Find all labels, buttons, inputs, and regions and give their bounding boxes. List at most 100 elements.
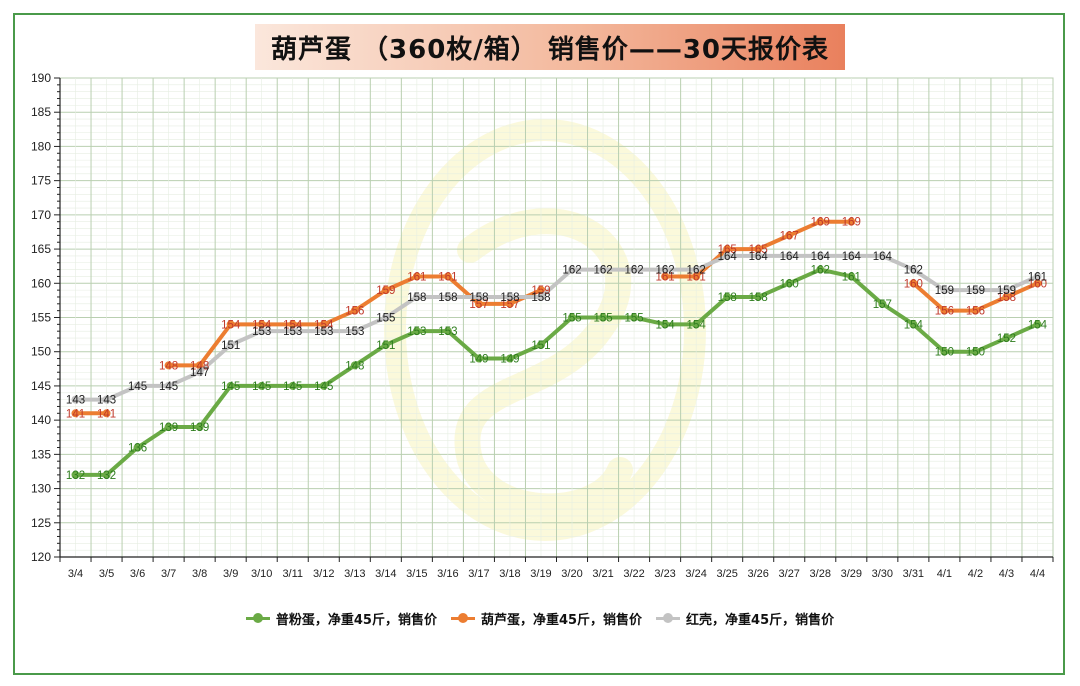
- data-point: [195, 361, 204, 370]
- data-label: 154: [1028, 319, 1048, 331]
- data-label: 145: [252, 381, 271, 393]
- data-point: [909, 279, 918, 288]
- data-label: 148: [190, 360, 209, 372]
- x-tick-label: 3/26: [747, 568, 768, 580]
- data-point: [102, 409, 111, 418]
- x-tick-label: 3/9: [223, 568, 238, 580]
- data-label: 152: [997, 333, 1016, 345]
- data-point: [102, 470, 111, 479]
- y-tick-label: 120: [31, 550, 51, 564]
- data-point: [723, 292, 732, 301]
- data-label: 145: [283, 381, 302, 393]
- data-point: [288, 381, 297, 390]
- data-label: 162: [593, 265, 612, 277]
- data-point: [1033, 320, 1042, 329]
- data-point: [816, 217, 825, 226]
- data-label: 153: [283, 326, 302, 338]
- series-3: [71, 251, 1042, 404]
- legend-swatch-2: [450, 612, 475, 624]
- data-label: 151: [221, 340, 240, 352]
- data-point: [226, 381, 235, 390]
- x-tick-label: 4/2: [968, 568, 983, 580]
- data-point: [909, 265, 918, 274]
- data-label: 160: [780, 278, 799, 290]
- data-label: 155: [624, 313, 643, 325]
- data-point: [568, 313, 577, 322]
- data-label: 169: [811, 217, 830, 229]
- data-label: 162: [624, 265, 643, 277]
- data-point: [350, 361, 359, 370]
- data-label: 143: [97, 395, 116, 407]
- data-label: 132: [97, 470, 116, 482]
- x-tick-label: 3/5: [99, 568, 114, 580]
- data-label: 154: [656, 319, 676, 331]
- watermark-swirl: [454, 208, 633, 520]
- y-tick-label: 160: [31, 276, 51, 290]
- data-label: 155: [562, 313, 581, 325]
- data-point: [474, 299, 483, 308]
- data-label: 145: [221, 381, 240, 393]
- data-point: [909, 320, 918, 329]
- data-point: [319, 320, 328, 329]
- data-label: 164: [718, 251, 738, 263]
- data-point: [1033, 279, 1042, 288]
- data-label: 167: [780, 230, 799, 242]
- data-point: [536, 340, 545, 349]
- data-label: 159: [966, 285, 985, 297]
- data-point: [71, 395, 80, 404]
- data-point: [257, 320, 266, 329]
- data-label: 164: [811, 251, 831, 263]
- title-banner: 葫芦蛋 （360枚/箱） 销售价——30天报价表: [255, 24, 845, 70]
- data-label: 156: [345, 306, 364, 318]
- data-point: [940, 347, 949, 356]
- data-label: 148: [159, 360, 178, 372]
- data-label: 158: [438, 292, 457, 304]
- data-point: [847, 272, 856, 281]
- data-point: [692, 272, 701, 281]
- legend-label-3: 红壳，净重45斤，销售价: [686, 612, 835, 628]
- series-line: [73, 267, 1040, 477]
- data-point: [195, 368, 204, 377]
- data-label: 155: [376, 313, 395, 325]
- data-point: [288, 320, 297, 329]
- data-label: 154: [221, 319, 241, 331]
- x-tick-label: 3/14: [375, 568, 396, 580]
- legend-label-1: 普粉蛋，净重45斤，销售价: [275, 612, 437, 628]
- data-point: [847, 251, 856, 260]
- y-tick-label: 125: [31, 516, 51, 530]
- data-label: 162: [656, 265, 675, 277]
- data-point: [1002, 286, 1011, 295]
- legend-item-series-3: 红壳，净重45斤，销售价: [656, 609, 834, 628]
- data-point: [568, 265, 577, 274]
- y-tick-label: 165: [31, 242, 51, 256]
- data-point: [412, 272, 421, 281]
- data-point: [661, 272, 670, 281]
- watermark-ring: [384, 119, 706, 541]
- y-tick-label: 180: [31, 139, 51, 153]
- data-point: [412, 327, 421, 336]
- data-label: 139: [190, 422, 209, 434]
- data-label: 153: [252, 326, 271, 338]
- grid: [59, 77, 1054, 558]
- data-label: 153: [314, 326, 333, 338]
- data-point: [536, 292, 545, 301]
- data-label: 141: [66, 408, 85, 420]
- x-tick-label: 4/3: [999, 568, 1014, 580]
- data-point: [257, 381, 266, 390]
- y-tick-label: 185: [31, 105, 51, 119]
- y-tick-label: 175: [31, 174, 51, 188]
- data-point: [1002, 292, 1011, 301]
- x-tick-label: 3/7: [161, 568, 176, 580]
- x-tick-label: 3/29: [841, 568, 862, 580]
- data-label: 156: [935, 306, 954, 318]
- data-point: [785, 251, 794, 260]
- data-label: 161: [842, 271, 861, 283]
- data-label: 164: [873, 251, 893, 263]
- data-point: [536, 286, 545, 295]
- data-point: [754, 292, 763, 301]
- data-point: [599, 313, 608, 322]
- data-point: [133, 443, 142, 452]
- x-tick-label: 3/15: [406, 568, 427, 580]
